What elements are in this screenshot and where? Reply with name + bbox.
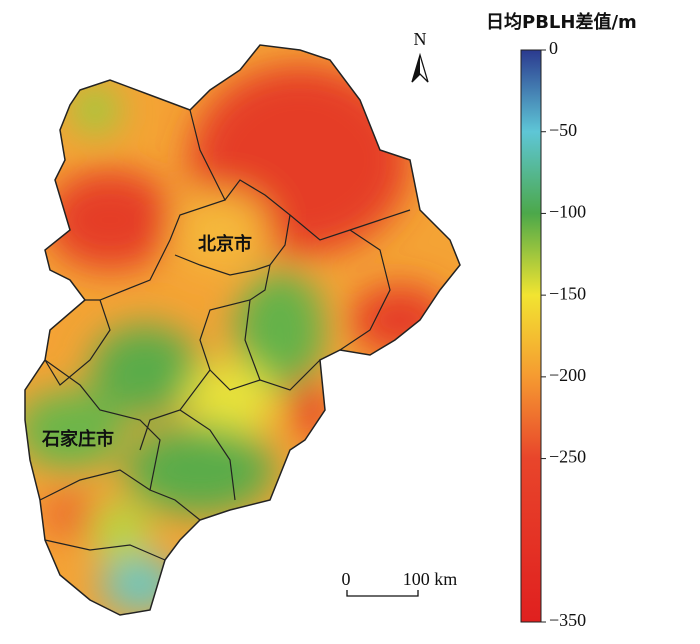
- scale-bar: [346, 590, 419, 597]
- blob: [290, 380, 330, 440]
- blob: [40, 490, 100, 540]
- colorbar-title: 日均PBLH差值/m: [486, 11, 637, 33]
- border: [39, 469, 151, 501]
- region-outline: [24, 44, 461, 616]
- colorbar-tick-label: −150: [549, 283, 586, 303]
- colorbar: 0 −50 −100 −150 −200 −250 −350: [520, 38, 586, 630]
- colorbar-tick-label: −250: [549, 447, 586, 467]
- blob: [45, 170, 175, 270]
- blob: [90, 325, 200, 415]
- border: [174, 179, 291, 276]
- colorbar-tick-label: −100: [549, 202, 586, 222]
- border: [44, 539, 166, 561]
- blob: [90, 500, 150, 560]
- border: [85, 109, 226, 301]
- colorbar-tick-label: −50: [549, 120, 577, 140]
- north-arrow-half: [412, 55, 420, 82]
- border: [339, 229, 391, 351]
- border: [44, 299, 111, 386]
- scale-label: 100 km: [403, 569, 458, 589]
- blob: [350, 285, 450, 355]
- blob: [25, 390, 125, 470]
- blob: [100, 557, 180, 613]
- blob: [70, 85, 120, 135]
- border: [139, 264, 271, 451]
- scale-label: 0: [342, 569, 351, 589]
- colorbar-bar: [520, 49, 542, 623]
- blob: [235, 270, 325, 390]
- district-borders: [39, 109, 411, 561]
- border: [179, 409, 236, 501]
- city-label: 北京市: [198, 233, 252, 255]
- blob: [125, 425, 275, 515]
- heat-field: [25, 45, 460, 615]
- north-label: N: [414, 29, 427, 49]
- colorbar-tick-label: −200: [549, 365, 586, 385]
- border: [209, 369, 261, 391]
- colorbar-tick-label: 0: [549, 38, 558, 58]
- colorbar-tick-label: −350: [549, 610, 586, 630]
- border: [44, 359, 201, 521]
- city-label: 石家庄市: [41, 428, 114, 450]
- blob: [185, 360, 275, 440]
